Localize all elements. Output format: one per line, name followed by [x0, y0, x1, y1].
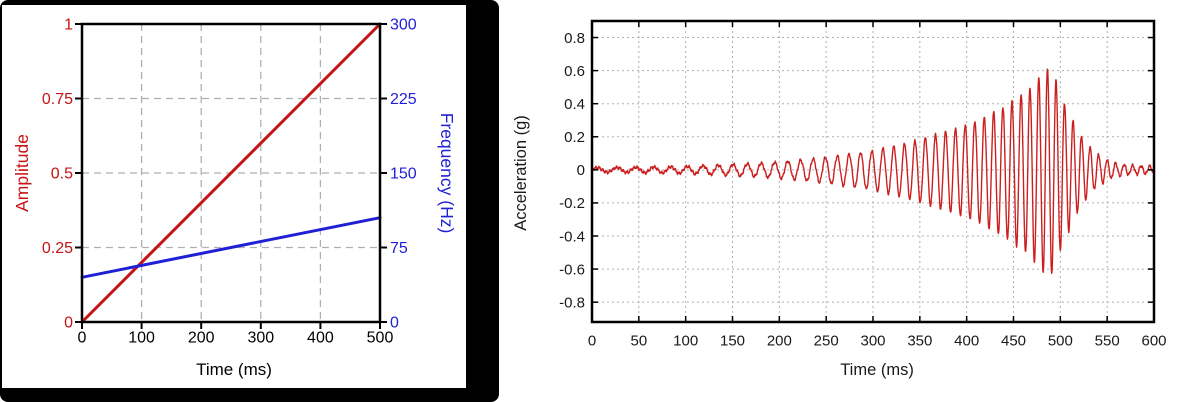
- x-tick-label: 200: [767, 332, 792, 349]
- x-axis-label: Time (ms): [196, 360, 272, 379]
- y-tick-label: -0.4: [559, 228, 585, 245]
- y-right-tick-label: 75: [390, 240, 408, 257]
- y-left-tick-label: 0.5: [51, 166, 73, 183]
- y-right-axis-label: Frequency (Hz): [437, 113, 457, 234]
- x-tick-label: 350: [907, 332, 932, 349]
- x-tick-label: 150: [720, 332, 745, 349]
- y-axis-label: Acceleration (g): [512, 115, 530, 231]
- y-tick-label: -0.6: [559, 261, 585, 278]
- y-tick-label: 0.6: [564, 63, 585, 80]
- y-tick-label: 0: [577, 162, 585, 179]
- x-tick-label: 200: [188, 330, 215, 347]
- x-tick-label: 0: [78, 330, 87, 347]
- left-chart-background: [2, 5, 466, 388]
- x-tick-label: 400: [307, 330, 334, 347]
- y-right-tick-label: 225: [390, 91, 417, 108]
- x-tick-label: 450: [1001, 332, 1026, 349]
- y-left-tick-label: 0.75: [42, 91, 73, 108]
- x-tick-label: 100: [673, 332, 698, 349]
- x-tick-label: 550: [1095, 332, 1120, 349]
- y-right-tick-label: 0: [390, 315, 399, 332]
- y-left-tick-label: 0: [64, 315, 73, 332]
- x-tick-label: 250: [814, 332, 839, 349]
- y-tick-label: 0.2: [564, 129, 585, 146]
- y-tick-label: 0.4: [564, 96, 585, 113]
- x-tick-label: 50: [630, 332, 647, 349]
- left-chart-panel: 0 100 200 300 400 500 0 0.25 0.5 0.75 1 0 75 150 225 30…: [0, 0, 499, 402]
- series-acceleration: [591, 68, 1155, 274]
- series-amplitude: [80, 22, 382, 324]
- x-tick-label: 0: [588, 332, 596, 349]
- x-tick-label: 500: [1048, 332, 1073, 349]
- y-tick-label: -0.8: [559, 294, 585, 311]
- y-right-tick-label: 150: [390, 166, 417, 183]
- right-chart: 0 50 100 150 200 250 300 350 400 450 500 550 600 0.8 0…: [512, 19, 1167, 379]
- y-left-axis-label: Amplitude: [12, 134, 32, 212]
- x-tick-label: 400: [954, 332, 979, 349]
- right-chart-panel: 0 50 100 150 200 250 300 350 400 450 500 550 600 0.8 0…: [499, 0, 1177, 402]
- x-tick-label: 600: [1141, 332, 1166, 349]
- y-left-tick-label: 1: [64, 17, 73, 34]
- y-right-tick-label: 300: [390, 17, 417, 34]
- y-left-tick-label: 0.25: [42, 240, 73, 257]
- y-tick-label: -0.2: [559, 195, 585, 212]
- x-tick-label: 300: [247, 330, 274, 347]
- x-tick-label: 100: [128, 330, 155, 347]
- x-axis-label: Time (ms): [840, 361, 914, 379]
- left-chart: 0 100 200 300 400 50000.250.50.75107515022530…: [12, 17, 457, 379]
- y-tick-label: 0.8: [564, 30, 585, 47]
- series-frequency-hz-: [80, 216, 382, 279]
- x-tick-label: 300: [860, 332, 885, 349]
- x-tick-label: 500: [367, 330, 394, 347]
